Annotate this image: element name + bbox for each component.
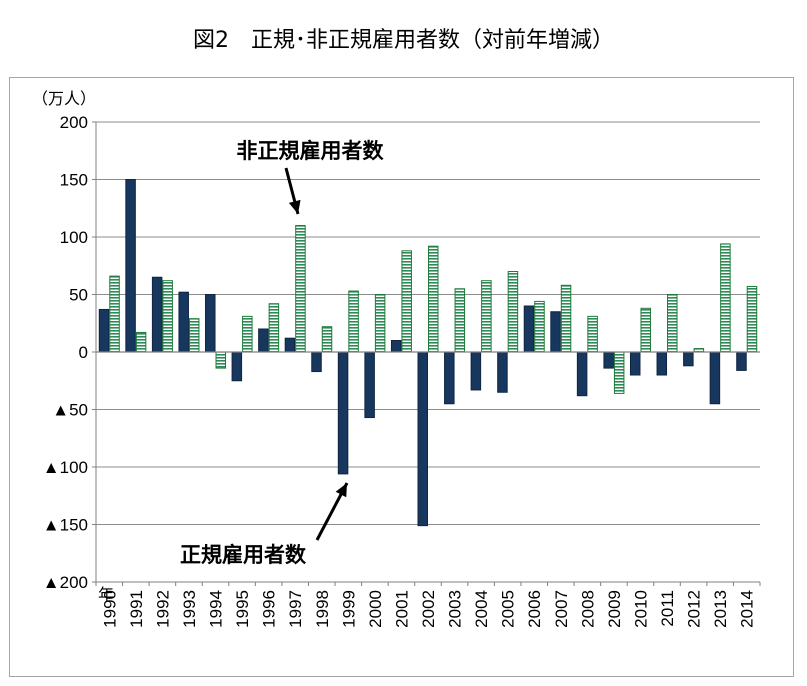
annotation-non-regular: 非正規雇用者数 xyxy=(237,139,385,163)
x-tick-label: 2002 xyxy=(419,590,438,628)
x-tick-label: 2001 xyxy=(392,590,411,628)
bar-regular-employees xyxy=(709,351,721,405)
bar-non-regular-employees xyxy=(534,300,545,353)
x-tick-label: 1992 xyxy=(153,590,172,628)
bar-non-regular-employees xyxy=(295,225,306,353)
x-tick-label: 2012 xyxy=(685,590,704,628)
bar-regular-employees xyxy=(231,351,243,382)
y-tick-label: 50 xyxy=(69,286,88,305)
bar-regular-employees xyxy=(258,328,269,353)
x-tick-label: 2004 xyxy=(472,590,491,628)
x-tick-label: 1991 xyxy=(127,590,146,628)
x-tick-label: 2007 xyxy=(552,590,571,628)
x-axis-unit-label: 年 xyxy=(98,585,114,604)
bar-regular-employees xyxy=(444,351,455,405)
bar-regular-employees xyxy=(656,351,668,376)
bar-regular-employees xyxy=(417,351,428,527)
x-tick-label: 2010 xyxy=(631,590,650,628)
x-tick-label: 2009 xyxy=(605,590,624,628)
bar-regular-employees xyxy=(390,340,402,353)
x-tick-label: 2011 xyxy=(658,590,677,627)
bar-non-regular-employees xyxy=(560,284,572,353)
annotation-arrow-head xyxy=(288,199,301,214)
bar-regular-employees xyxy=(284,337,296,353)
bar-regular-employees xyxy=(125,179,136,353)
bar-non-regular-employees xyxy=(613,351,625,394)
x-tick-label: 2005 xyxy=(499,590,518,628)
y-tick-label: 0 xyxy=(79,343,88,362)
chart-frame xyxy=(9,77,794,677)
x-tick-label: 2013 xyxy=(711,590,730,628)
bar-non-regular-employees xyxy=(428,245,439,353)
y-tick-label: ▲150 xyxy=(43,516,88,535)
x-tick-label: 1998 xyxy=(313,590,332,628)
bar-non-regular-employees xyxy=(188,318,200,353)
bar-non-regular-employees xyxy=(321,326,333,353)
bar-non-regular-employees xyxy=(667,294,678,353)
annotation-regular: 正規雇用者数 xyxy=(180,543,307,567)
annotation-arrow-head xyxy=(335,483,347,498)
bar-non-regular-employees xyxy=(720,243,731,353)
bar-regular-employees xyxy=(550,311,561,353)
x-tick-label: 1997 xyxy=(286,590,305,628)
bar-regular-employees xyxy=(178,291,189,353)
chart-title: 図2 正規･非正規雇用者数（対前年増減） xyxy=(193,28,614,53)
x-tick-label: 1996 xyxy=(260,590,279,628)
y-tick-label: 200 xyxy=(60,113,88,132)
x-tick-label: 1994 xyxy=(207,590,226,628)
x-tick-label: 1995 xyxy=(233,590,252,628)
bar-non-regular-employees xyxy=(348,290,359,353)
bar-non-regular-employees xyxy=(746,285,758,353)
bar-regular-employees xyxy=(311,351,322,373)
bar-non-regular-employees xyxy=(242,315,253,353)
bar-non-regular-employees xyxy=(109,275,120,353)
bar-regular-employees xyxy=(736,351,747,371)
bar-regular-employees xyxy=(523,305,535,353)
y-tick-label: 150 xyxy=(60,171,88,190)
y-tick-label: 100 xyxy=(60,228,88,247)
x-tick-label: 1990 xyxy=(100,590,119,628)
bar-non-regular-employees xyxy=(374,294,386,353)
bar-non-regular-employees xyxy=(454,288,466,353)
y-axis-unit-label: （万人） xyxy=(32,89,96,108)
bar-regular-employees xyxy=(364,351,375,419)
bar-non-regular-employees xyxy=(135,331,147,353)
y-tick-label: ▲100 xyxy=(43,458,88,477)
y-tick-label: ▲200 xyxy=(43,573,88,592)
x-tick-label: 2014 xyxy=(738,590,757,628)
bar-regular-employees xyxy=(151,276,163,353)
bar-regular-employees xyxy=(470,351,482,391)
bar-regular-employees xyxy=(205,294,216,353)
bar-non-regular-employees xyxy=(587,315,598,353)
bar-regular-employees xyxy=(629,351,641,376)
bar-regular-employees xyxy=(603,351,614,369)
bar-regular-employees xyxy=(497,351,508,393)
x-tick-label: 2008 xyxy=(578,590,597,628)
x-tick-label: 1999 xyxy=(339,590,358,628)
bar-non-regular-employees xyxy=(401,250,412,353)
x-tick-label: 1993 xyxy=(180,590,199,628)
bar-regular-employees xyxy=(576,351,588,397)
x-tick-label: 2006 xyxy=(525,590,544,628)
bar-regular-employees xyxy=(98,308,110,353)
bar-non-regular-employees xyxy=(268,303,280,353)
bar-regular-employees xyxy=(683,351,694,367)
x-tick-label: 2003 xyxy=(446,590,465,628)
y-tick-label: ▲50 xyxy=(52,401,88,420)
bar-non-regular-employees xyxy=(481,280,492,353)
bar-non-regular-employees xyxy=(507,271,519,353)
x-tick-label: 2000 xyxy=(366,590,385,628)
bar-non-regular-employees xyxy=(162,280,173,353)
bar-regular-employees xyxy=(337,351,349,475)
bar-non-regular-employees xyxy=(640,307,651,353)
bar-non-regular-employees xyxy=(215,351,227,369)
